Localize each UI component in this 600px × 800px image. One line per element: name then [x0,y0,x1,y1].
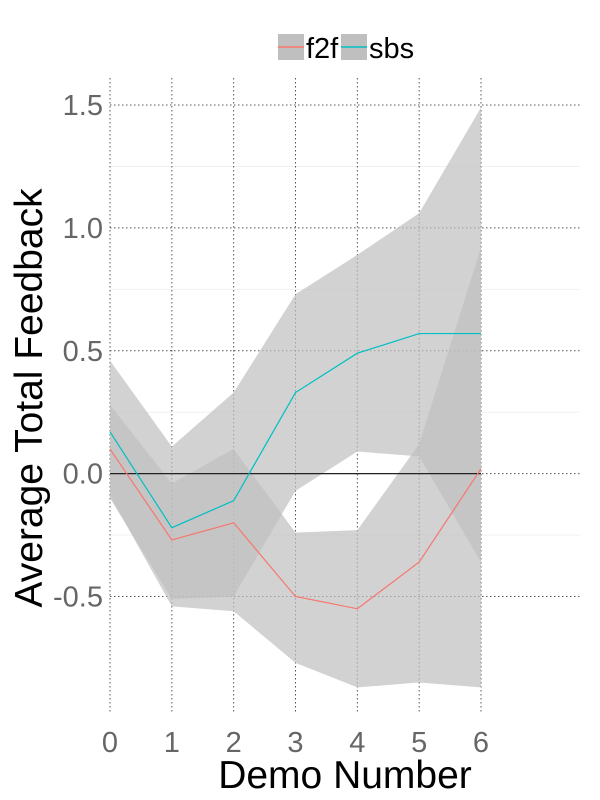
x-axis-ticks: 0 1 2 3 4 5 6 [102,727,489,759]
series-line-f2f [109,448,482,610]
y-tick-label: -0.5 [53,582,103,614]
y-tick-label: 1.0 [63,213,103,245]
y-tick-label: 0.5 [63,336,103,368]
x-axis-title: Demo Number [218,754,472,797]
legend-label-f2f: f2f [306,33,339,65]
confidence-bands [110,107,481,688]
y-tick-label: 1.5 [63,90,103,122]
series-line-sbs [109,332,481,529]
x-tick-label: 3 [287,727,303,759]
x-tick-label: 5 [411,727,427,759]
x-tick-label: 4 [349,727,365,759]
legend: f2f sbs [278,33,414,65]
confidence-band-sbs [110,107,481,599]
y-tick-label: 0.0 [63,459,103,491]
series-lines [109,332,482,610]
x-tick-label: 2 [226,727,242,759]
y-axis-title: Average Total Feedback [8,188,51,608]
legend-label-sbs: sbs [369,33,414,65]
x-tick-label: 1 [164,727,180,759]
y-axis-ticks: -0.5 0.0 0.5 1.0 1.5 [53,90,103,613]
legend-item-f2f: f2f [278,33,339,65]
x-tick-label: 6 [473,727,489,759]
legend-item-sbs: sbs [341,33,414,65]
x-tick-label: 0 [102,727,118,759]
